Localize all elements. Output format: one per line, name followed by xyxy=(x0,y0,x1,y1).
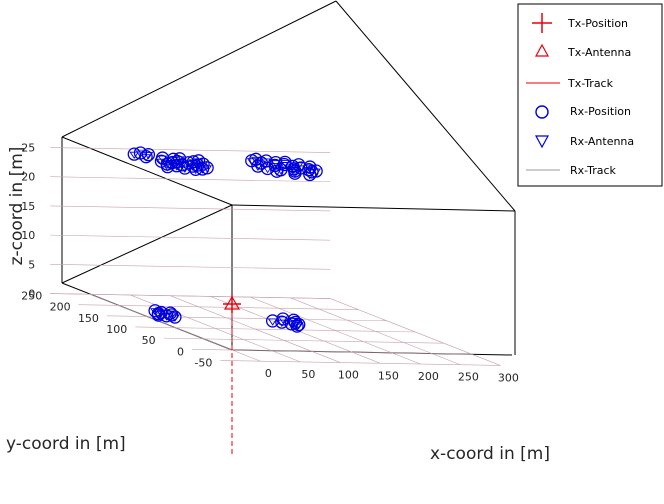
z-tick-label: 25 xyxy=(21,142,35,155)
rx-position-marker xyxy=(160,160,175,174)
rx-antenna-marker xyxy=(280,159,290,168)
rx-position-marker xyxy=(287,313,301,327)
grid-line xyxy=(106,315,387,322)
rx-antenna-marker xyxy=(180,165,190,173)
rx-antenna-marker xyxy=(135,150,146,158)
rx-position-marker xyxy=(163,306,177,320)
y-tick-label: 150 xyxy=(78,312,99,325)
rx-position-marker xyxy=(200,161,214,175)
grid-line xyxy=(50,176,331,183)
grid-line xyxy=(220,360,501,366)
grid-line xyxy=(50,147,331,153)
rx-antenna-marker xyxy=(165,310,176,318)
z-axis-label: z-coord in [m] xyxy=(7,147,27,266)
y-tick-label: 250 xyxy=(21,290,42,303)
rx-antenna-marker xyxy=(271,168,282,176)
x-tick-label: 0 xyxy=(265,367,272,380)
rx-position-marker xyxy=(292,317,306,332)
rx-position-marker xyxy=(292,158,306,172)
rx-antenna-marker xyxy=(162,164,173,172)
rx-position-marker xyxy=(260,161,275,176)
rx-position-marker xyxy=(278,155,292,170)
rx-position-marker xyxy=(191,154,206,168)
legend-label: Rx-Antenna xyxy=(570,135,634,148)
x-axis-label: x-coord in [m] xyxy=(430,444,550,464)
grid-line xyxy=(50,205,331,212)
axis-back-diag xyxy=(61,204,233,284)
rx-position-marker xyxy=(276,312,290,326)
grid-line xyxy=(50,234,331,241)
rx-position-marker xyxy=(127,147,141,161)
grid-line xyxy=(163,337,444,344)
x-tick-label: 250 xyxy=(458,371,479,384)
rx-position-marker xyxy=(270,164,284,178)
grid-line xyxy=(191,348,473,355)
y-tick-label: 100 xyxy=(106,323,127,336)
legend-label: Rx-Track xyxy=(570,164,617,177)
grid-line xyxy=(135,326,416,333)
legend-tx-antenna-icon xyxy=(534,43,550,57)
rx-antenna-marker xyxy=(293,162,304,170)
tx-marker xyxy=(223,295,241,313)
legend-label: Tx-Track xyxy=(567,77,614,90)
rx-position-marker xyxy=(288,166,302,180)
y-axis-label: y-coord in [m] xyxy=(6,434,126,454)
y-tick-label: 200 xyxy=(50,301,71,314)
axis-top-front-right xyxy=(231,204,516,212)
legend-label: Rx-Position xyxy=(570,105,631,118)
rx-position-marker xyxy=(168,310,182,324)
rx-antenna-marker xyxy=(290,170,300,179)
legend-label: Tx-Antenna xyxy=(567,46,631,59)
rx-position-marker xyxy=(288,315,303,330)
rx-antenna-marker xyxy=(174,156,185,164)
legend-rx-antenna-icon xyxy=(534,135,550,149)
axis-top-right xyxy=(335,0,516,212)
grid-line xyxy=(50,264,331,270)
x-tick-label: 200 xyxy=(418,370,439,383)
grid-line xyxy=(78,304,359,310)
y-tick-label: 0 xyxy=(177,345,184,358)
rx-points xyxy=(127,146,323,333)
legend: Tx-Position Tx-Antenna Tx-Track Rx-Posit… xyxy=(517,3,663,187)
y-tick-label: -50 xyxy=(194,356,212,369)
y-tick-label: 50 xyxy=(142,334,156,347)
x-tick-label: 100 xyxy=(338,369,359,382)
axis-top-left xyxy=(61,0,337,138)
x-tick-label: 300 xyxy=(498,371,519,384)
rx-position-marker xyxy=(178,161,192,175)
rx-position-marker xyxy=(195,162,210,176)
rx-antenna-marker xyxy=(262,165,273,174)
rx-antenna-marker xyxy=(197,166,208,174)
rx-antenna-marker xyxy=(253,163,263,171)
rx-antenna-marker xyxy=(150,308,160,316)
rx-antenna-marker xyxy=(193,158,204,166)
z-tick-label: 5 xyxy=(28,258,35,271)
rx-antenna-marker xyxy=(288,317,299,326)
x-tick-label: 50 xyxy=(301,368,315,381)
rx-position-marker xyxy=(133,146,148,160)
grid-line xyxy=(50,293,331,299)
x-tick-label: 150 xyxy=(378,369,399,382)
rx-position-marker xyxy=(251,159,265,173)
rx-antenna-marker xyxy=(129,151,140,159)
rx-position-marker xyxy=(148,304,162,318)
legend-rx-position-icon xyxy=(535,105,549,119)
z-tick-label: 10 xyxy=(21,229,35,242)
z-tick-label: 20 xyxy=(21,171,35,184)
legend-box xyxy=(517,3,663,187)
z-tick-label: 15 xyxy=(21,200,35,213)
rx-antenna-marker xyxy=(277,319,287,327)
tx-antenna-marker xyxy=(223,295,241,310)
rx-antenna-marker xyxy=(305,164,315,172)
rx-antenna-marker xyxy=(278,316,288,324)
rx-position-marker xyxy=(303,167,317,182)
rx-antenna-marker xyxy=(190,166,201,175)
tick-labels: 0 50 100 150 200 250 300-500501001502002500510… xyxy=(21,142,519,385)
legend-label: Tx-Position xyxy=(567,17,628,30)
rx-antenna-marker xyxy=(267,318,278,326)
z-tick-label: 0 xyxy=(28,288,35,301)
